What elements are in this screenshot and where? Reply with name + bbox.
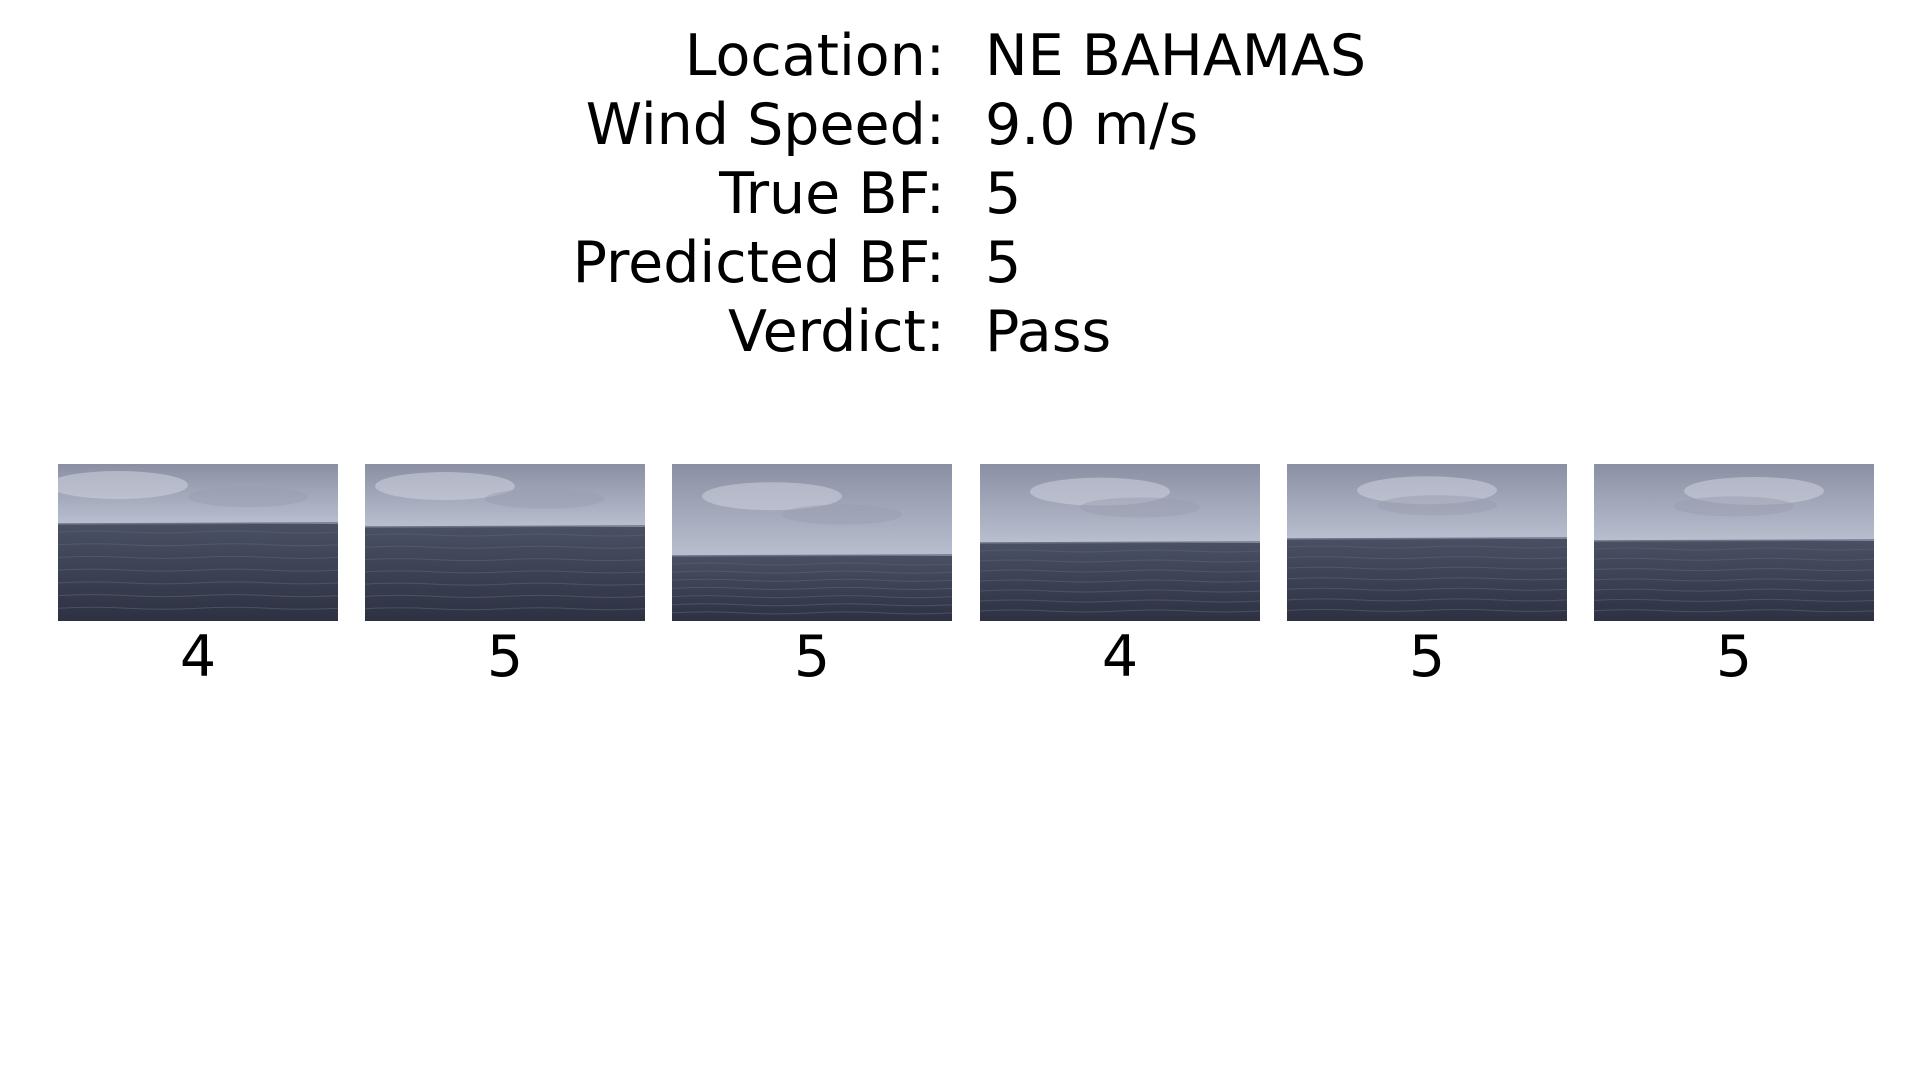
sea-photo-drawing: [980, 464, 1260, 621]
frame-5: 5: [1287, 464, 1567, 693]
info-panel: Location: NE BAHAMAS Wind Speed: 9.0 m/s…: [0, 22, 1920, 367]
location-label: Location:: [684, 23, 945, 89]
info-row-verdict: Verdict: Pass: [0, 298, 1920, 367]
info-row-wind-speed: Wind Speed: 9.0 m/s: [0, 91, 1920, 160]
location-value: NE BAHAMAS: [985, 23, 1367, 89]
sea-photo: [672, 464, 952, 621]
sea-photo-drawing: [365, 464, 645, 621]
info-row-predicted-bf: Predicted BF: 5: [0, 229, 1920, 298]
frame-3: 5: [672, 464, 952, 693]
frame-label: 5: [1408, 624, 1446, 690]
frame-label: 5: [1715, 624, 1753, 690]
sea-photo: [1287, 464, 1567, 621]
sea-photo-drawing: [672, 464, 952, 621]
frame-label: 5: [486, 624, 524, 690]
info-row-location: Location: NE BAHAMAS: [0, 22, 1920, 91]
true-bf-label: True BF:: [719, 161, 945, 227]
frame-label: 4: [179, 624, 217, 690]
verdict-label: Verdict:: [728, 299, 945, 365]
sea-photo: [365, 464, 645, 621]
predicted-bf-value: 5: [985, 230, 1022, 296]
frame-1: 4: [58, 464, 338, 693]
frame-6: 5: [1594, 464, 1874, 693]
verdict-value: Pass: [985, 299, 1112, 365]
sea-photo-drawing: [1287, 464, 1567, 621]
sea-photo-drawing: [58, 464, 338, 621]
sea-photo: [58, 464, 338, 621]
sea-photo-drawing: [1594, 464, 1874, 621]
frame-label: 4: [1101, 624, 1139, 690]
sea-photo: [1594, 464, 1874, 621]
frame-4: 4: [980, 464, 1260, 693]
frame-label: 5: [793, 624, 831, 690]
sea-photo: [980, 464, 1260, 621]
wind-speed-label: Wind Speed:: [585, 92, 945, 158]
wind-speed-value: 9.0 m/s: [985, 92, 1199, 158]
true-bf-value: 5: [985, 161, 1022, 227]
frame-strip: 4 5 5 4 5 5: [0, 464, 1920, 704]
info-row-true-bf: True BF: 5: [0, 160, 1920, 229]
predicted-bf-label: Predicted BF:: [572, 230, 945, 296]
frame-2: 5: [365, 464, 645, 693]
